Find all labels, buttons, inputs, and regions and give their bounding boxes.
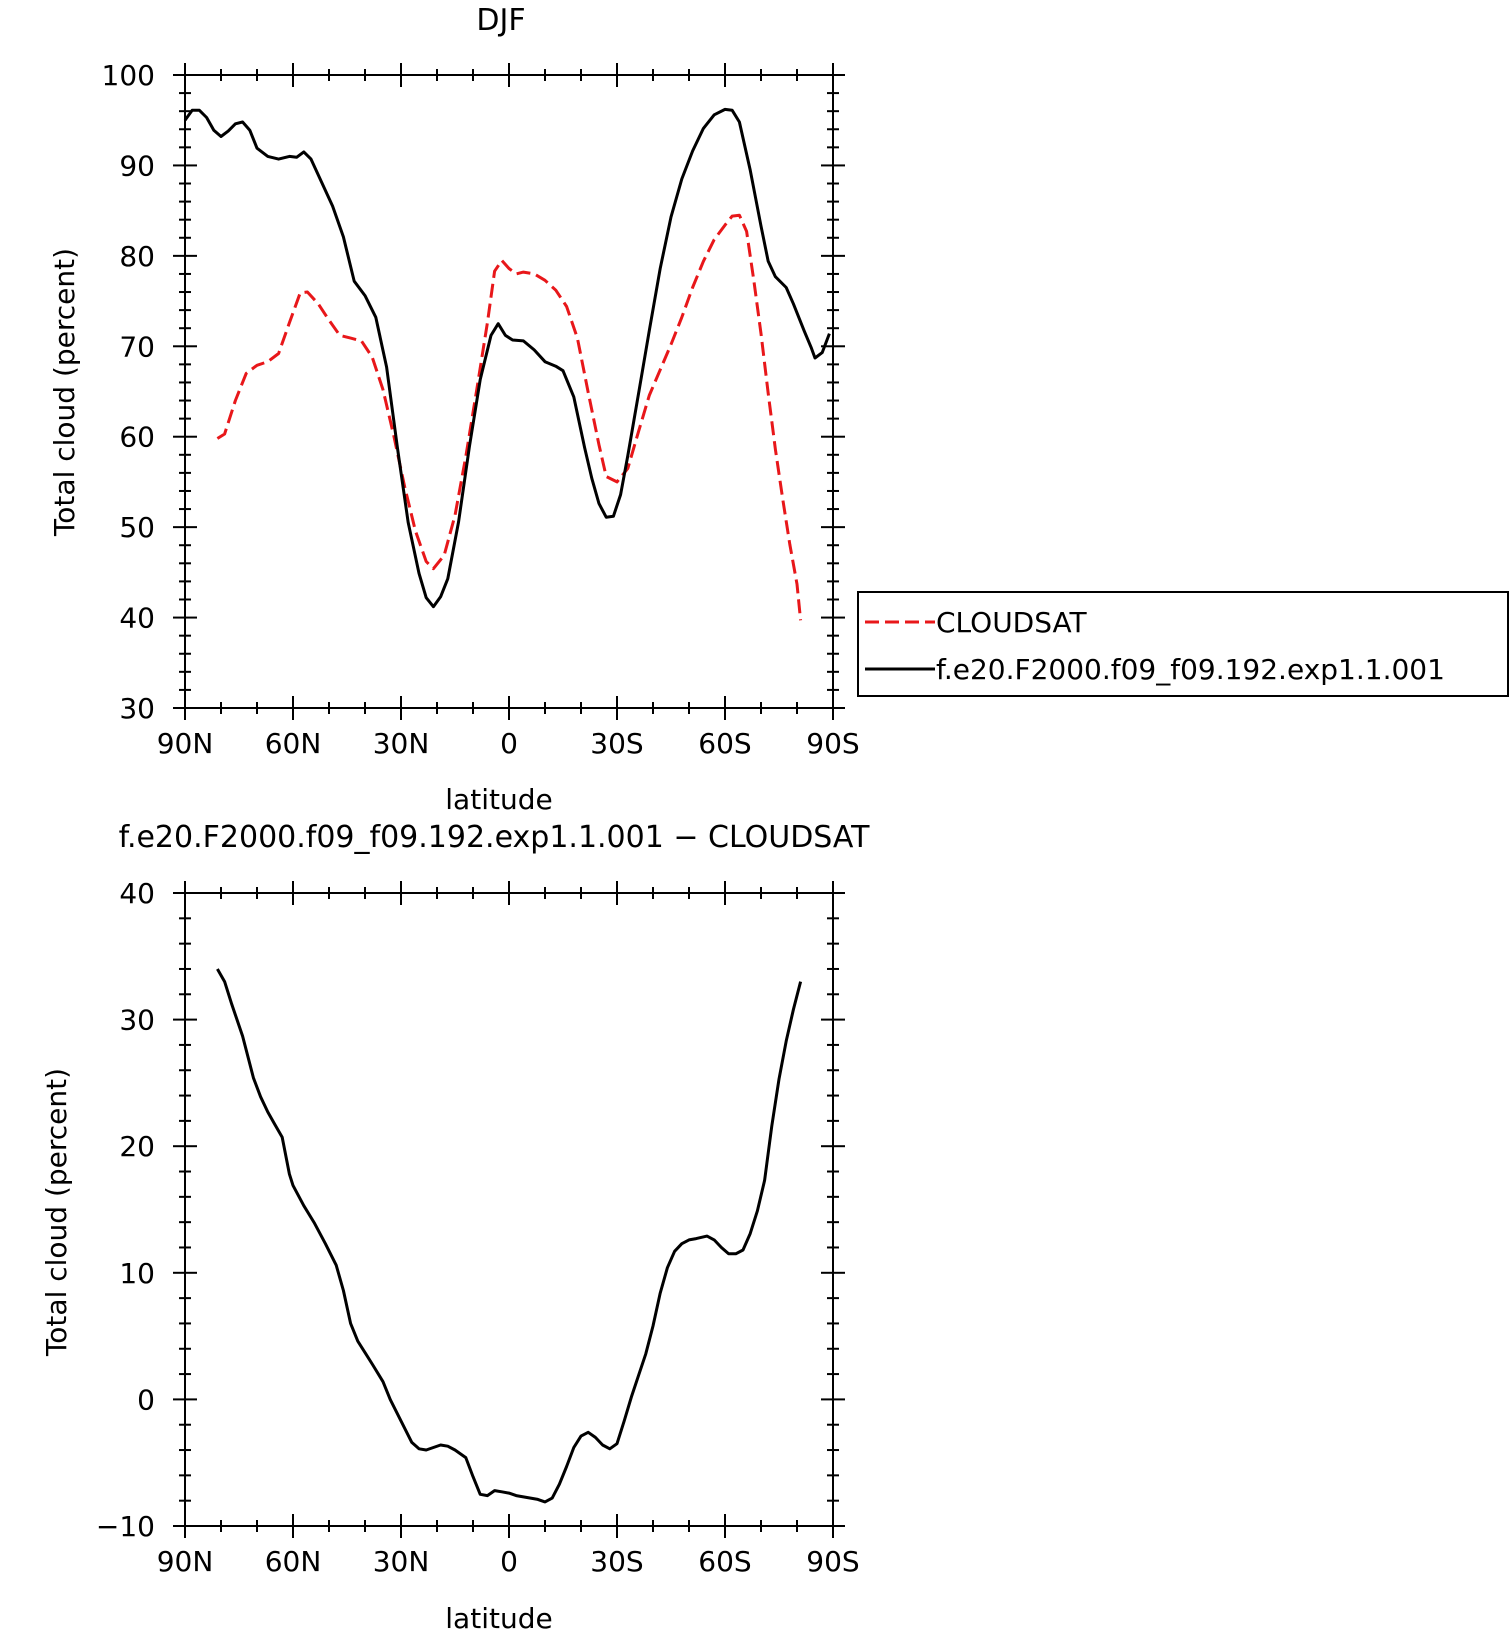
bottom-y-tick-label: 20 [119, 1130, 155, 1163]
bottom-x-tick-label: 30S [590, 1545, 643, 1578]
top-y-tick-label: 90 [119, 149, 155, 182]
top-x-tick-label: 60S [698, 727, 751, 760]
bottom-y-tick-label: 0 [137, 1383, 155, 1416]
bottom-axes-layer: 90N 60N 30N 0 30S 60S 90S −10 0 10 20 30 40 [96, 877, 860, 1578]
bottom-x-tick-label: 0 [500, 1545, 518, 1578]
bottom-y-tick-label: 40 [119, 877, 155, 910]
bottom-x-tick-label: 30N [373, 1545, 430, 1578]
top-x-tick-label: 90S [806, 727, 859, 760]
top-plot-area: 90N 60N 30N 0 30S 60S 90S 30 40 50 60 70 80 90 100 [102, 59, 860, 760]
legend-label-model: f.e20.F2000.f09_f09.192.exp1.1.001 [936, 653, 1445, 686]
top-y-tick-label: 100 [102, 59, 155, 92]
top-y-tick-label: 50 [119, 511, 155, 544]
legend-label-cloudsat: CLOUDSAT [936, 606, 1088, 639]
top-series-line-0 [216, 213, 803, 621]
top-y-tick-label: 70 [119, 330, 155, 363]
legend: CLOUDSAT f.e20.F2000.f09_f09.192.exp1.1.… [857, 591, 1509, 697]
bottom-series-line-0 [216, 968, 803, 1504]
bottom-chart-title: f.e20.F2000.f09_f09.192.exp1.1.001 − CLO… [119, 820, 871, 855]
legend-box [857, 591, 1509, 697]
legend-item-model: f.e20.F2000.f09_f09.192.exp1.1.001 [865, 653, 1445, 686]
bottom-panel: f.e20.F2000.f09_f09.192.exp1.1.001 − CLO… [40, 820, 870, 1632]
top-y-tick-label: 40 [119, 602, 155, 635]
top-x-axis-label: latitude [445, 783, 552, 816]
top-panel: DJF 90N 60N 30N 0 30S 60S 90S 30 40 50 60 70 80 90 100… [48, 3, 860, 816]
bottom-series-layer [216, 968, 803, 1504]
bottom-x-tick-label: 90N [157, 1545, 214, 1578]
top-x-tick-label: 60N [265, 727, 322, 760]
top-series-layer [183, 107, 831, 621]
top-x-tick-label: 90N [157, 727, 214, 760]
top-x-tick-label: 30N [373, 727, 430, 760]
bottom-x-tick-label: 60S [698, 1545, 751, 1578]
top-plot-frame [184, 74, 834, 709]
bottom-plot-area: 90N 60N 30N 0 30S 60S 90S −10 0 10 20 30 40 [96, 877, 860, 1578]
bottom-x-tick-label: 60N [265, 1545, 322, 1578]
top-chart-title: DJF [476, 3, 525, 38]
legend-item-cloudsat: CLOUDSAT [865, 606, 1088, 639]
top-y-axis-label: Total cloud (percent) [48, 248, 81, 537]
top-y-tick-label: 60 [119, 421, 155, 454]
top-axes-layer: 90N 60N 30N 0 30S 60S 90S 30 40 50 60 70 80 90 100 [102, 59, 860, 760]
top-series-line-1 [183, 107, 831, 609]
bottom-y-tick-label: 10 [119, 1257, 155, 1290]
top-x-tick-label: 0 [500, 727, 518, 760]
bottom-x-tick-label: 90S [806, 1545, 859, 1578]
bottom-x-axis-label: latitude [445, 1602, 552, 1632]
top-x-tick-label: 30S [590, 727, 643, 760]
bottom-y-tick-label: 30 [119, 1004, 155, 1037]
top-y-tick-label: 80 [119, 240, 155, 273]
bottom-y-tick-label: −10 [96, 1510, 155, 1543]
top-y-tick-label: 30 [119, 692, 155, 725]
bottom-y-axis-label: Total cloud (percent) [40, 1068, 73, 1357]
bottom-plot-frame [184, 892, 834, 1527]
